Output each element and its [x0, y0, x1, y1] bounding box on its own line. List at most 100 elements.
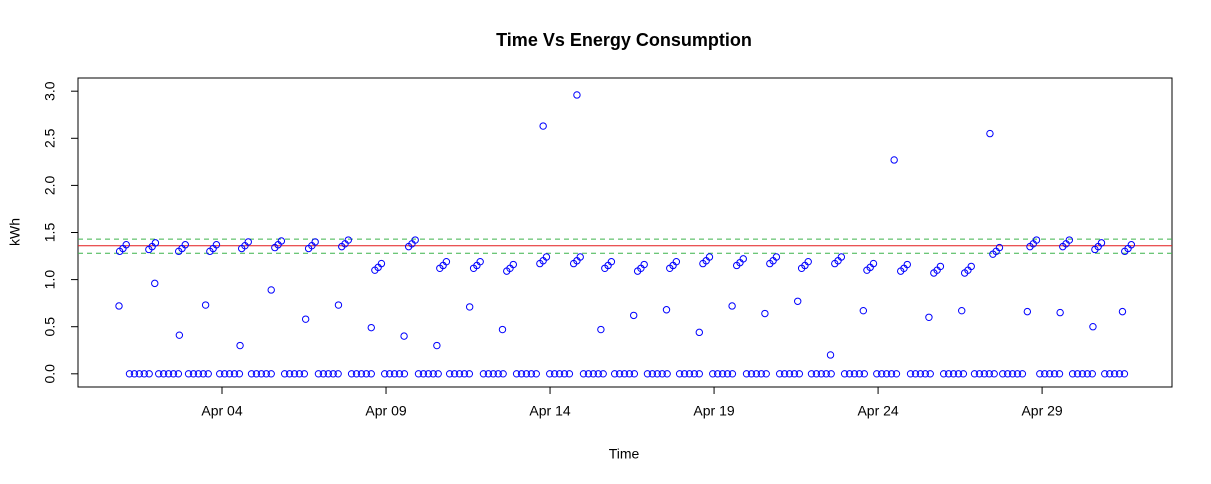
point — [465, 370, 474, 378]
point — [728, 370, 737, 378]
point — [314, 370, 323, 378]
point — [555, 370, 564, 378]
point — [252, 370, 261, 378]
point — [643, 370, 652, 378]
point — [145, 370, 153, 378]
point — [1097, 239, 1106, 247]
point — [742, 370, 751, 378]
point — [1008, 370, 1017, 378]
point — [695, 370, 704, 378]
point — [845, 370, 854, 378]
point — [455, 370, 464, 378]
point — [334, 370, 342, 378]
point — [220, 370, 229, 378]
point — [257, 370, 266, 378]
y-tick-label: 0.0 — [42, 364, 58, 384]
point — [230, 370, 239, 378]
point — [936, 262, 945, 271]
point — [812, 370, 821, 378]
y-tick-label: 2.5 — [42, 128, 58, 148]
point — [140, 370, 148, 378]
point — [135, 370, 144, 378]
point — [414, 370, 423, 378]
point — [216, 370, 224, 378]
point — [319, 370, 328, 378]
point — [1110, 370, 1119, 378]
x-tick-label: Apr 19 — [693, 403, 734, 419]
point — [967, 262, 975, 271]
point — [445, 370, 454, 378]
point — [718, 370, 727, 378]
point — [199, 370, 208, 378]
point — [975, 370, 984, 378]
point — [906, 370, 915, 378]
point — [1036, 370, 1044, 378]
point — [381, 370, 389, 378]
point — [662, 306, 671, 314]
point — [512, 370, 521, 378]
point — [494, 370, 502, 378]
point — [1056, 308, 1064, 317]
point — [1089, 323, 1097, 331]
point — [795, 370, 804, 378]
point — [890, 156, 898, 164]
point — [542, 253, 551, 261]
point — [329, 370, 337, 378]
point — [752, 370, 761, 378]
point — [159, 370, 168, 378]
point — [125, 370, 134, 378]
point — [347, 370, 356, 378]
point — [357, 370, 366, 378]
point — [1078, 370, 1087, 378]
y-tick-label: 3.0 — [42, 81, 58, 101]
point — [1032, 236, 1041, 244]
point — [434, 370, 442, 378]
point — [860, 370, 869, 378]
y-tick-label: 1.0 — [42, 270, 58, 290]
point — [723, 370, 732, 378]
point — [653, 370, 662, 378]
point — [999, 370, 1007, 378]
point — [151, 239, 160, 247]
point — [460, 370, 469, 378]
point — [290, 370, 299, 378]
point — [944, 370, 953, 378]
point — [640, 260, 648, 269]
point — [169, 370, 178, 378]
point — [837, 253, 846, 261]
point — [822, 370, 830, 378]
point — [859, 306, 868, 315]
point — [499, 370, 507, 378]
point — [680, 370, 689, 378]
point — [151, 279, 159, 288]
point — [429, 370, 437, 378]
point — [225, 370, 234, 378]
point — [892, 370, 901, 378]
point — [790, 370, 799, 378]
point — [175, 331, 184, 339]
point — [334, 301, 343, 309]
point — [154, 370, 163, 378]
point — [385, 370, 394, 378]
point — [709, 370, 717, 378]
point — [433, 341, 441, 350]
point — [739, 255, 747, 263]
point — [615, 370, 624, 378]
point — [597, 325, 605, 334]
point — [450, 370, 459, 378]
point — [576, 253, 584, 261]
point — [527, 370, 536, 378]
point — [685, 370, 694, 378]
point — [869, 259, 878, 268]
point — [311, 238, 319, 246]
x-tick-label: Apr 04 — [201, 403, 242, 419]
point — [573, 91, 581, 99]
point — [594, 370, 602, 378]
point — [522, 370, 531, 378]
point — [921, 370, 930, 378]
point — [344, 236, 353, 244]
point — [285, 370, 294, 378]
point — [236, 341, 244, 350]
point — [827, 370, 835, 378]
